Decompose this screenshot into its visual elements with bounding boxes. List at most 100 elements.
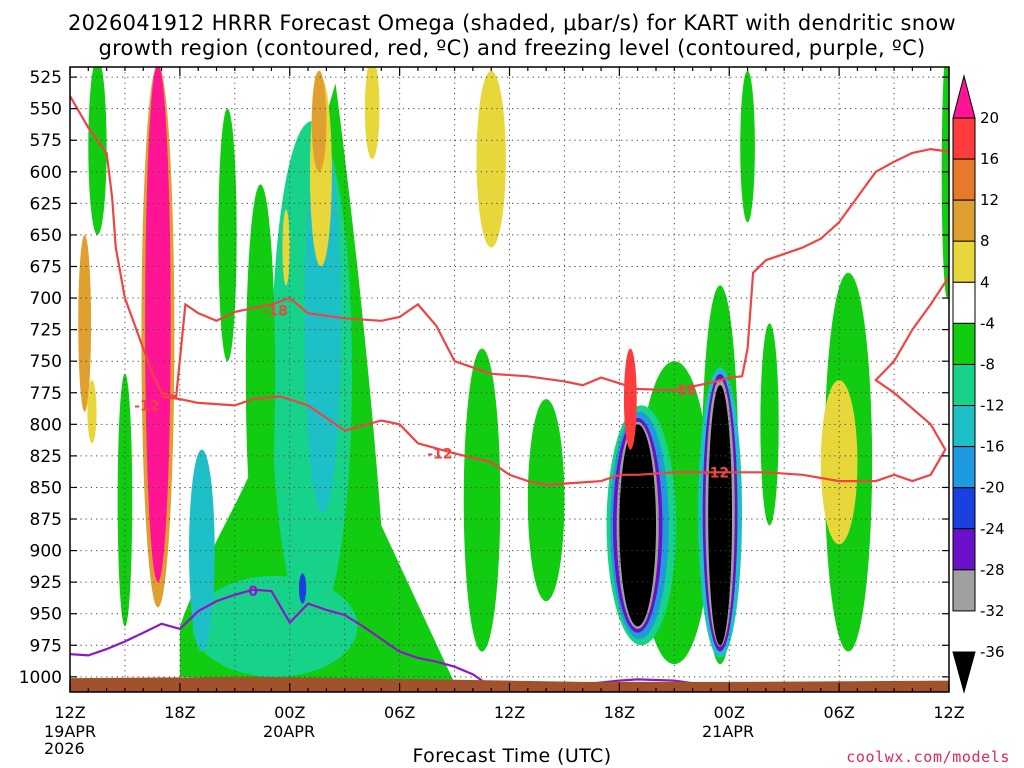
colorbar-bin-5 [952, 281, 976, 324]
colorbar-bin-3 [952, 199, 976, 242]
colorbar: 20 16 12 8 4 -4 -8 -12 -16 -20 -24 -28 -32 -36 [952, 74, 1005, 694]
x-tick-label-0: 12Z [54, 703, 85, 722]
x-tick-label-36: 00Z [714, 703, 745, 722]
colorbar-bin-11 [952, 528, 976, 571]
date-19apr: 19APR [44, 722, 97, 741]
omega-region-black-storm [619, 424, 656, 627]
y-tick-label-750: 750 [30, 352, 62, 372]
colorbar-label-11: -28 [980, 561, 1005, 579]
x-tick-label-42: 06Z [823, 703, 854, 722]
colorbar-label-9: -20 [980, 479, 1005, 497]
contour-label-4: -12 [704, 465, 729, 481]
credit-link[interactable]: coolwx.com/models [846, 748, 1010, 766]
colorbar-label-4: 4 [980, 273, 990, 291]
y-tick-label-900: 900 [30, 542, 62, 562]
omega-region-yellow-left2 [87, 380, 97, 444]
y-tick-label-850: 850 [30, 478, 62, 498]
colorbar-label-1: 16 [980, 150, 999, 168]
colorbar-bin-2 [952, 158, 976, 201]
omega-region-green-mid2 [245, 184, 276, 564]
contour-line-1 [161, 272, 949, 487]
colorbar-bottom-arrow [952, 651, 976, 694]
y-tick-label-875: 875 [30, 510, 62, 530]
x-tick-label-6: 18Z [164, 703, 195, 722]
colorbar-bin-6 [952, 322, 976, 365]
x-tick-label-18: 06Z [384, 703, 415, 722]
colorbar-bin-12 [952, 569, 976, 612]
date-label-20apr: 20APR [263, 722, 316, 741]
omega-region-green-right2 [463, 348, 501, 652]
contour-line-0 [70, 95, 949, 398]
y-tick-label-525: 525 [30, 68, 62, 88]
y-tick-label-600: 600 [30, 163, 62, 183]
chart-title-line1: 2026041912 HRRR Forecast Omega (shaded, … [68, 11, 956, 35]
contours: -18 -18 -12 -12 -12 0 [70, 95, 949, 690]
colorbar-bin-4 [952, 240, 976, 283]
colorbar-label-8: -16 [980, 438, 1005, 456]
omega-region-yellow-left [78, 234, 92, 412]
y-tick-label-800: 800 [30, 415, 62, 435]
colorbar-label-13: -36 [980, 643, 1005, 661]
colorbar-bin-1 [952, 117, 976, 160]
omega-region-green-edge [941, 67, 949, 299]
y-tick-label-925: 925 [30, 573, 62, 593]
colorbar-top-arrow [952, 74, 976, 119]
x-tick-label-12: 00Z [274, 703, 305, 722]
x-axis: 12Z 18Z 00Z 06Z 12Z 18Z 00Z 06Z 12Z [54, 67, 965, 722]
grid-lines [70, 67, 949, 692]
x-tick-label-30: 18Z [604, 703, 635, 722]
omega-region-red-storm-top [623, 348, 637, 450]
colorbar-bin-7 [952, 363, 976, 407]
y-tick-label-550: 550 [30, 100, 62, 120]
y-tick-label-575: 575 [30, 131, 62, 151]
colorbar-bin-8 [952, 405, 976, 448]
omega-region-green-left [88, 67, 107, 235]
colorbar-bin-10 [952, 487, 976, 530]
omega-region-black-storm2 [708, 385, 732, 646]
omega-region-green-right4 [760, 323, 779, 526]
y-tick-label-975: 975 [30, 636, 62, 656]
omega-region-green-right1 [527, 399, 565, 602]
omega-region-green-left2 [117, 373, 133, 627]
y-tick-label-675: 675 [30, 257, 62, 277]
omega-region-teal-low [192, 575, 358, 677]
y-axis: 525 550 575 600 625 650 675 700 725 750 775 800 825 8… [19, 68, 949, 688]
omega-region-blue-spot [298, 573, 307, 604]
contour-label-5: 0 [248, 584, 258, 600]
y-tick-label-725: 725 [30, 321, 62, 341]
y-tick-label-825: 825 [30, 447, 62, 467]
colorbar-label-3: 8 [980, 232, 990, 250]
date-label-19apr: 19APR 2026 [44, 723, 96, 757]
colorbar-bin-9 [952, 446, 976, 489]
omega-region-yellow-top4 [282, 209, 290, 286]
date-2026: 2026 [44, 739, 85, 758]
x-tick-label-24: 12Z [494, 703, 525, 722]
contour-label-3: -12 [427, 446, 452, 462]
omega-region-yellow-top3 [476, 70, 506, 248]
x-tick-label-48: 12Z [933, 703, 964, 722]
omega-region-orange-top [311, 70, 327, 172]
contour-label-0: -18 [262, 304, 287, 320]
colorbar-label-5: -4 [980, 314, 995, 332]
colorbar-label-0: 20 [980, 109, 999, 127]
omega-region-yellow-top2 [364, 67, 380, 160]
omega-region-pink-column [145, 67, 171, 583]
y-tick-label-775: 775 [30, 384, 62, 404]
y-tick-label-625: 625 [30, 194, 62, 214]
y-tick-label-700: 700 [30, 289, 62, 309]
omega-region-cyan-low [189, 449, 215, 652]
date-label-21apr: 21APR [702, 722, 755, 741]
y-tick-label-950: 950 [30, 605, 62, 625]
contour-label-1: -18 [671, 383, 696, 399]
omega-region-green-right5 [740, 70, 755, 223]
y-tick-label-650: 650 [30, 226, 62, 246]
colorbar-label-2: 12 [980, 191, 999, 209]
x-axis-title: Forecast Time (UTC) [412, 745, 612, 767]
y-tick-label-1000: 1000 [19, 668, 62, 688]
colorbar-label-12: -32 [980, 602, 1005, 620]
chart-title-line2: growth region (contoured, red, ºC) and f… [98, 36, 926, 60]
contour-label-2: -12 [134, 398, 159, 414]
colorbar-label-7: -12 [980, 397, 1005, 415]
plot-area: -18 -18 -12 -12 -12 0 [70, 67, 949, 692]
